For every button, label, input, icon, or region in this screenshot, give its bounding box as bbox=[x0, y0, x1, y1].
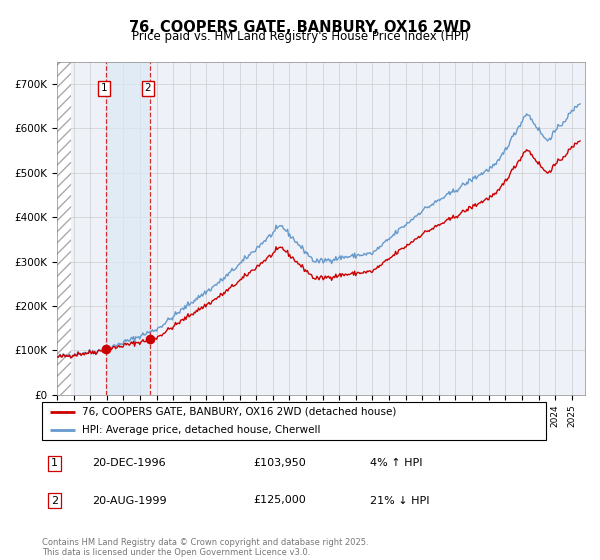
Text: 2: 2 bbox=[51, 496, 58, 506]
Text: 20-DEC-1996: 20-DEC-1996 bbox=[92, 459, 166, 468]
Text: 76, COOPERS GATE, BANBURY, OX16 2WD (detached house): 76, COOPERS GATE, BANBURY, OX16 2WD (det… bbox=[82, 407, 397, 417]
Bar bbox=[106, 62, 151, 395]
Text: 2: 2 bbox=[145, 83, 151, 94]
FancyBboxPatch shape bbox=[42, 402, 546, 440]
Text: 21% ↓ HPI: 21% ↓ HPI bbox=[370, 496, 429, 506]
Bar bbox=[57, 62, 71, 395]
Text: 20-AUG-1999: 20-AUG-1999 bbox=[92, 496, 167, 506]
Text: 1: 1 bbox=[51, 459, 58, 468]
Text: 76, COOPERS GATE, BANBURY, OX16 2WD: 76, COOPERS GATE, BANBURY, OX16 2WD bbox=[129, 20, 471, 35]
Text: 4% ↑ HPI: 4% ↑ HPI bbox=[370, 459, 422, 468]
Text: £125,000: £125,000 bbox=[254, 496, 307, 506]
Text: Contains HM Land Registry data © Crown copyright and database right 2025.
This d: Contains HM Land Registry data © Crown c… bbox=[42, 538, 368, 557]
Text: 1: 1 bbox=[100, 83, 107, 94]
Text: HPI: Average price, detached house, Cherwell: HPI: Average price, detached house, Cher… bbox=[82, 425, 321, 435]
Text: Price paid vs. HM Land Registry's House Price Index (HPI): Price paid vs. HM Land Registry's House … bbox=[131, 30, 469, 43]
Text: £103,950: £103,950 bbox=[254, 459, 307, 468]
